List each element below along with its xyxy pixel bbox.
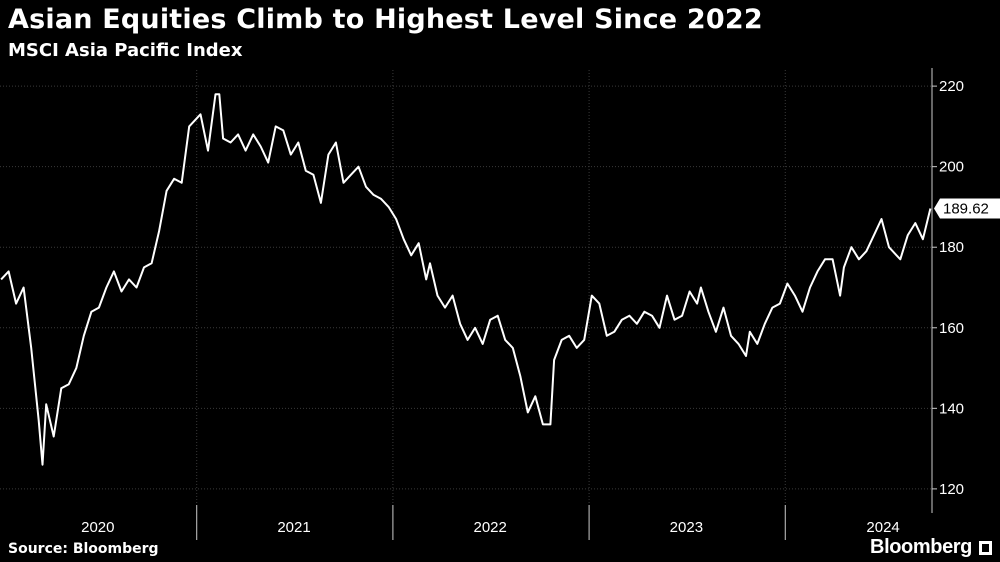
series [0, 93, 932, 466]
y-axis-ticks: 120 140 160 180 200 220 [931, 68, 964, 513]
x-tick-label-2022: 2022 [473, 519, 506, 536]
year-dividers [196, 70, 786, 540]
bloomberg-logo-text: Bloomberg [870, 536, 972, 558]
y-tick-label-180: 180 [939, 239, 964, 256]
y-tick-label-140: 140 [939, 400, 964, 417]
x-axis-ticks: 2020 2021 2022 2023 2024 [81, 519, 900, 536]
chart-subtitle: MSCI Asia Pacific Index [8, 40, 243, 61]
y-tick-label-200: 200 [939, 159, 964, 176]
y-tick-label-120: 120 [939, 481, 964, 498]
y-tick-label-160: 160 [939, 320, 964, 337]
x-tick-label-2023: 2023 [670, 519, 703, 536]
grid-lines [0, 85, 932, 490]
x-tick-label-2024: 2024 [866, 519, 899, 536]
series-line-0 [0, 93, 932, 466]
last-value-text: 189.62 [943, 200, 989, 217]
x-tick-label-2020: 2020 [81, 519, 114, 536]
last-value-label: 189.62 [934, 198, 1000, 219]
chart-title: Asian Equities Climb to Highest Level Si… [8, 4, 763, 35]
y-tick-label-220: 220 [939, 78, 964, 95]
last-value-badge [934, 198, 1000, 219]
x-tick-label-2021: 2021 [277, 519, 310, 536]
source-note: Source: Bloomberg [8, 541, 159, 557]
bloomberg-logo-icon [979, 541, 992, 555]
